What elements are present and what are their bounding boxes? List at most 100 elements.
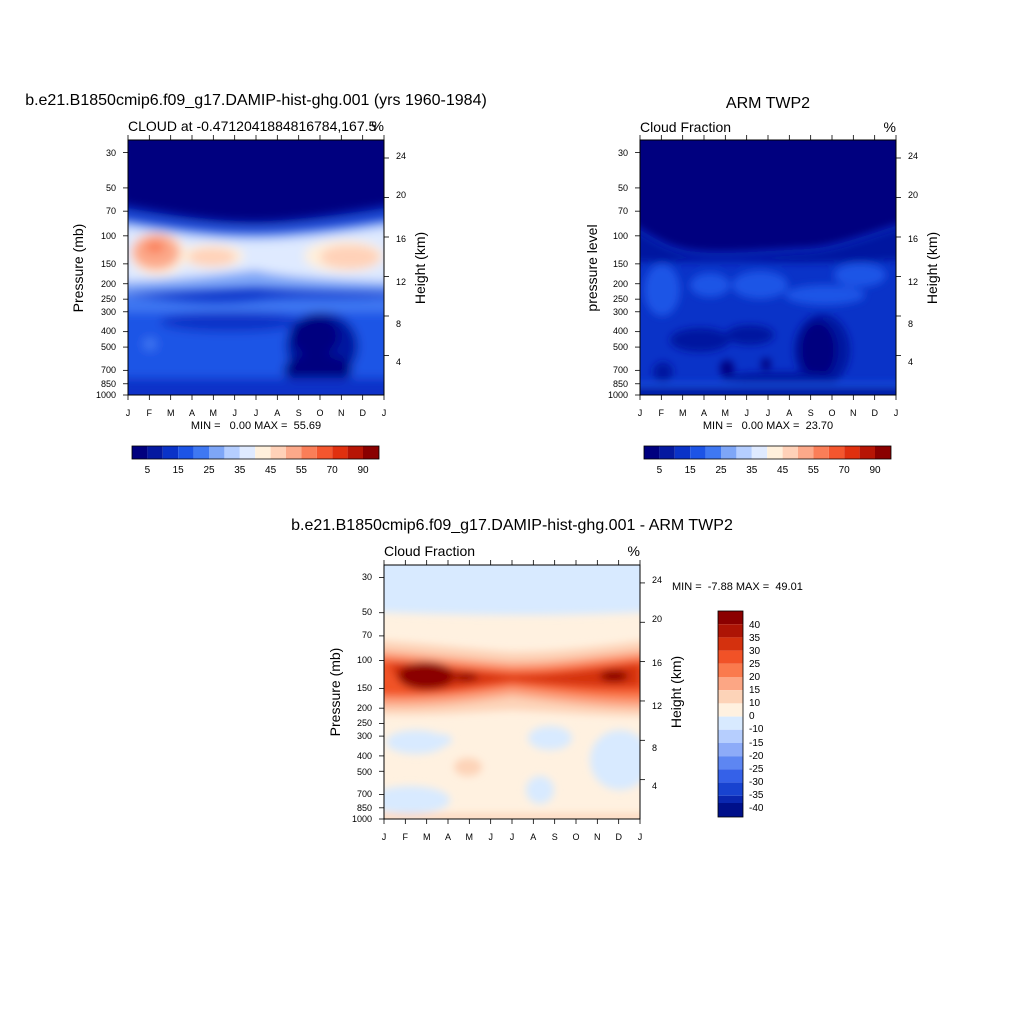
colorbar-label: -35: [749, 790, 764, 801]
x-tick-label: A: [189, 408, 195, 418]
colorbar-label: 45: [265, 465, 277, 476]
colorbar-label: 90: [869, 465, 881, 476]
y-tick-label: 250: [357, 718, 372, 728]
x-tick-label: N: [850, 408, 857, 418]
y-tick-label: 100: [613, 231, 628, 241]
x-tick-label: J: [766, 408, 771, 418]
y-ticks-left: 30 50 70 100 150 200 250 300 400 500 700…: [608, 148, 628, 400]
colorbar-label: -30: [749, 777, 764, 788]
panel-left-string: CLOUD at -0.4712041884816784,167.5: [128, 118, 377, 134]
x-ticks: J F M A M J J A S O N D J: [126, 408, 387, 418]
y-tick-label-right: 12: [652, 701, 662, 711]
y-tick-label: 30: [618, 148, 628, 158]
panel-left-string: Cloud Fraction: [384, 543, 475, 559]
x-tick-label: J: [232, 408, 237, 418]
y-tick-label: 850: [101, 379, 116, 389]
colorbar-label: 10: [749, 698, 761, 709]
x-tick-label: F: [147, 408, 153, 418]
y-tick-label: 500: [613, 342, 628, 352]
colorbar-label: -10: [749, 724, 764, 735]
y-tick-label-right: 8: [908, 319, 913, 329]
x-tick-label: J: [638, 832, 643, 842]
y-tick-label: 70: [106, 206, 116, 216]
y-tick-label: 400: [357, 751, 372, 761]
x-tick-label: M: [722, 408, 730, 418]
panel-title: b.e21.B1850cmip6.f09_g17.DAMIP-hist-ghg.…: [25, 92, 487, 109]
colorbar: 5 15 25 35 45 55 70 90: [643, 445, 892, 476]
x-tick-label: J: [254, 408, 259, 418]
colorbar-vertical: 40 35 30 25 20 15 10 0 -10 -15 -20 -25 -…: [717, 610, 764, 818]
y-tick-label: 700: [101, 365, 116, 375]
x-tick-label: J: [510, 832, 515, 842]
colorbar-label: 70: [327, 465, 339, 476]
x-tick-label: A: [445, 832, 451, 842]
colorbar-label: 15: [685, 465, 697, 476]
y-tick-label: 100: [101, 231, 116, 241]
x-tick-label: J: [744, 408, 749, 418]
y-tick-label: 700: [357, 789, 372, 799]
colorbar-label: 35: [746, 465, 758, 476]
y-ticks-left: 30 50 70 100 150 200 250 300 400 500 700…: [96, 148, 116, 400]
x-tick-label: J: [382, 408, 387, 418]
y-tick-label-right: 16: [652, 658, 662, 668]
y-tick-label: 70: [362, 630, 372, 640]
x-tick-label: M: [679, 408, 687, 418]
y-tick-label: 150: [613, 259, 628, 269]
x-tick-label: M: [210, 408, 218, 418]
x-tick-label: J: [126, 408, 131, 418]
x-tick-label: O: [316, 408, 323, 418]
y-tick-label: 300: [357, 731, 372, 741]
y-tick-label: 200: [613, 279, 628, 289]
x-tick-label: J: [382, 832, 387, 842]
panel-units: %: [372, 118, 384, 134]
y-tick-label-right: 8: [652, 743, 657, 753]
x-tick-label: D: [359, 408, 366, 418]
y-tick-label: 50: [618, 183, 628, 193]
x-tick-label: A: [530, 832, 536, 842]
contour-field: [640, 140, 896, 395]
x-tick-label: M: [466, 832, 474, 842]
x-tick-label: A: [701, 408, 707, 418]
contour-field: [384, 565, 640, 819]
x-tick-label: N: [594, 832, 601, 842]
colorbar-label: 40: [749, 620, 761, 631]
x-tick-label: O: [572, 832, 579, 842]
y-tick-label: 850: [357, 803, 372, 813]
x-tick-label: D: [871, 408, 878, 418]
colorbar-label: -25: [749, 764, 764, 775]
y-tick-label: 200: [101, 279, 116, 289]
colorbar-label: 5: [145, 465, 151, 476]
y-tick-label: 1000: [608, 390, 628, 400]
y-tick-label: 70: [618, 206, 628, 216]
x-tick-label: F: [659, 408, 665, 418]
y-ticks-right: 24 20 16 12 8 4: [396, 151, 406, 367]
panel-observation: ARM TWP2 Cloud Fraction %: [584, 95, 940, 476]
colorbar-label: -20: [749, 751, 764, 762]
colorbar-label: 5: [657, 465, 663, 476]
x-tick-label: S: [296, 408, 302, 418]
y-axis-label: Pressure (mb): [327, 648, 343, 737]
y-tick-label: 1000: [352, 814, 372, 824]
y-axis-label-right: Height (km): [924, 232, 940, 304]
x-tick-label: O: [828, 408, 835, 418]
x-tick-label: S: [808, 408, 814, 418]
colorbar-label: 45: [777, 465, 789, 476]
y-ticks-right: 24 20 16 12 8 4: [652, 575, 662, 791]
x-ticks: J F M A M J J A S O N D J: [382, 832, 643, 842]
colorbar-label: 30: [749, 646, 761, 657]
y-tick-label: 250: [613, 294, 628, 304]
colorbar-label: 0: [749, 711, 755, 722]
x-tick-label: S: [552, 832, 558, 842]
y-tick-label: 850: [613, 379, 628, 389]
y-tick-label-right: 12: [908, 277, 918, 287]
x-ticks: J F M A M J J A S O N D J: [638, 408, 899, 418]
y-tick-label: 300: [101, 307, 116, 317]
colorbar-label: 55: [296, 465, 308, 476]
x-tick-label: J: [488, 832, 493, 842]
y-tick-label: 50: [362, 607, 372, 617]
colorbar-label: 15: [173, 465, 185, 476]
colorbar-label: 55: [808, 465, 820, 476]
y-tick-label: 30: [362, 572, 372, 582]
colorbar-label: 70: [839, 465, 851, 476]
